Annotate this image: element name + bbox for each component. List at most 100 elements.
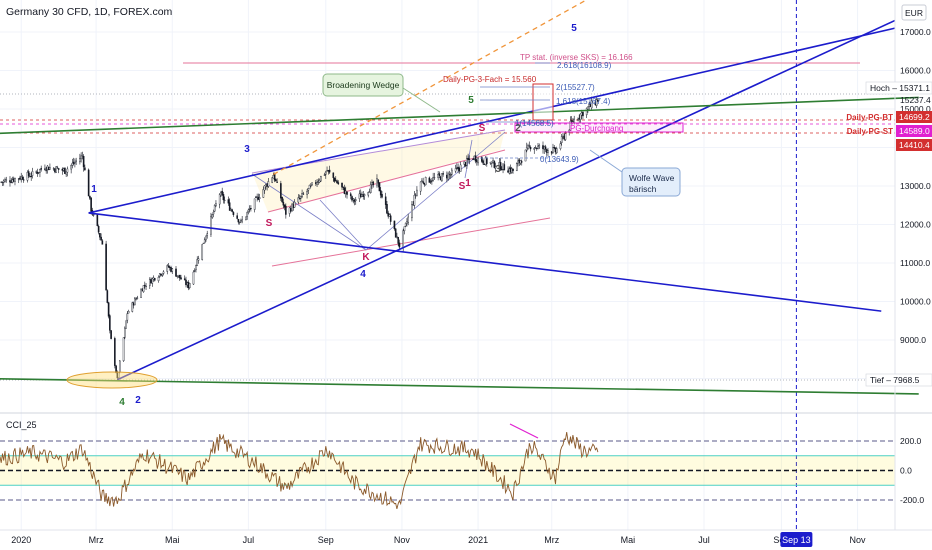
candle-body: [457, 166, 459, 170]
candle-body: [403, 226, 406, 232]
chart-title: Germany 30 CFD, 1D, FOREX.com: [6, 6, 173, 18]
candle-body: [66, 168, 69, 173]
fan-line: [319, 199, 367, 251]
candle-body: [474, 155, 477, 162]
candle-body: [36, 171, 39, 174]
candle-body: [361, 194, 363, 197]
candle-body: [559, 143, 562, 149]
candle-body: [337, 182, 340, 185]
candle-body: [247, 209, 250, 212]
candle-body: [96, 214, 99, 226]
wave-label: S: [479, 123, 486, 134]
candle-body: [197, 258, 200, 261]
candle-body: [424, 176, 427, 186]
candle-body: [562, 135, 564, 138]
candle-body: [449, 174, 452, 176]
candle-body: [446, 174, 448, 179]
candle-body: [258, 197, 261, 199]
projection-box-red: [532, 83, 554, 121]
candle-body: [52, 168, 55, 170]
candle-body: [579, 113, 582, 120]
crosshair-date-badge: [780, 532, 813, 547]
candle-body: [326, 170, 328, 172]
candle-body: [524, 149, 527, 162]
candle-body: [281, 197, 283, 203]
candle-body: [134, 298, 136, 306]
trend-line-lower-wedge: [88, 212, 882, 312]
cci-indicator: 200.0 0.0 -200.0: [0, 423, 924, 510]
candle-body: [300, 195, 302, 199]
price-tick-label: 12000.0: [900, 220, 931, 230]
candle-body: [585, 108, 588, 116]
candle-body: [412, 204, 414, 206]
price-marker-badge: [896, 139, 932, 151]
candle-body: [328, 169, 331, 173]
candle-body: [476, 160, 478, 163]
candle-body: [230, 208, 232, 211]
price-tick-label: 17000.0: [900, 27, 931, 37]
wave-label: 5: [571, 23, 577, 34]
candle-body: [459, 164, 462, 172]
candle-body: [166, 265, 169, 272]
candle-body: [389, 215, 392, 222]
candle-body: [341, 182, 343, 188]
time-tick-label: Mai: [621, 535, 636, 545]
candle-body: [500, 169, 503, 171]
candle-body: [238, 221, 241, 223]
candle-body: [483, 163, 486, 165]
candle-body: [74, 162, 76, 164]
trend-line-upper-wedge: [117, 19, 896, 381]
price-axis[interactable]: 17000.0 16000.0 15000.0 13000.0 12000.0 11000…: [846, 27, 932, 387]
time-tick-label: Mrz: [89, 535, 104, 545]
candle-body: [371, 182, 373, 185]
candle-body: [306, 191, 308, 195]
candle-body: [308, 184, 311, 190]
candle-body: [255, 196, 257, 199]
candle-body: [65, 171, 67, 175]
candle-body: [555, 148, 558, 154]
candle-body: [282, 201, 285, 206]
fan-line: [365, 131, 506, 251]
candle-body: [57, 168, 60, 170]
candle-body: [291, 203, 293, 212]
candle-body: [570, 120, 573, 122]
candle-body: [127, 311, 130, 314]
candle-body: [119, 360, 121, 373]
candle-body: [552, 147, 554, 153]
trend-line-orange-dashed: [273, 0, 588, 176]
candle-body: [580, 112, 583, 116]
candle-body: [381, 194, 383, 198]
currency-button[interactable]: [901, 4, 927, 21]
candle-body: [79, 158, 81, 163]
candle-body: [492, 160, 494, 163]
candle-body: [19, 177, 21, 180]
indicator-title: CCI_25: [6, 420, 37, 430]
wave-label: 1: [465, 178, 471, 189]
candle-body: [358, 193, 361, 199]
time-axis[interactable]: 2020MrzMaiJulSepNov2021MrzMaiJulSepNovSe…: [11, 532, 866, 547]
fib-2618-label: 2.618(16108.9): [557, 61, 612, 70]
candle-body: [231, 209, 233, 212]
candle-body: [228, 202, 231, 211]
candle-body: [285, 205, 287, 215]
candle-body: [349, 193, 352, 197]
candle-body: [458, 168, 461, 172]
candle-body: [271, 177, 273, 183]
candle-body: [439, 176, 442, 181]
wave-label: 2: [515, 123, 521, 134]
trend-line-green-upper: [0, 96, 919, 135]
broadening-wedge-pointer: [402, 87, 441, 113]
candle-body: [396, 236, 398, 239]
candle-body: [376, 178, 378, 186]
candle-body: [223, 199, 226, 201]
candle-body: [463, 161, 466, 165]
candle-body: [125, 320, 127, 329]
broadening-wedge-callout: [322, 73, 404, 97]
price-marker-value: 14410.4: [899, 140, 930, 150]
candle-body: [148, 279, 151, 286]
candle-body: [560, 136, 563, 143]
time-tick-label: Mai: [165, 535, 180, 545]
wedge-lower-line: [267, 149, 506, 213]
time-tick-label: Nov: [394, 535, 411, 545]
